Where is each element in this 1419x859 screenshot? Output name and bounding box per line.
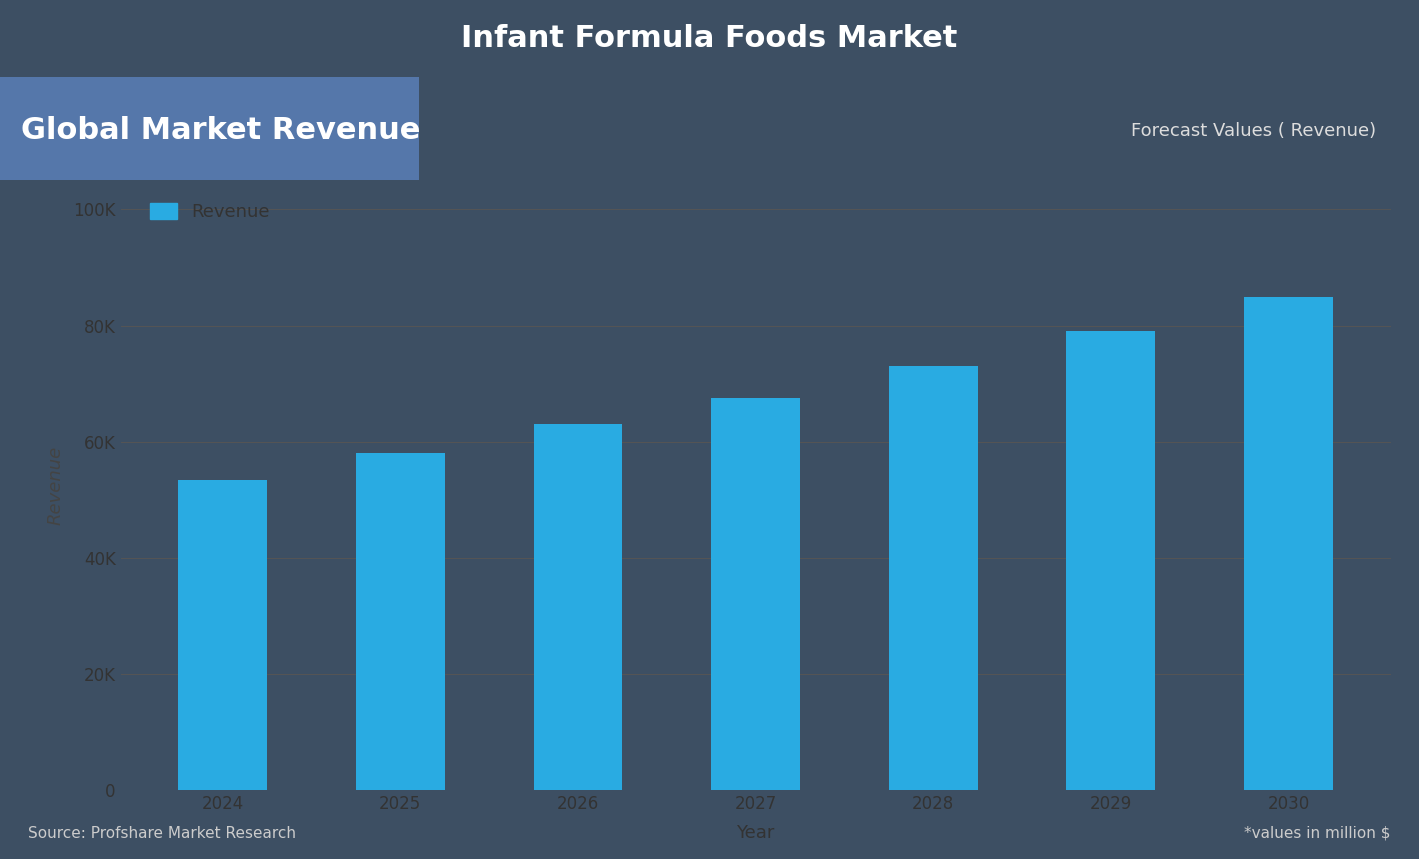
Bar — [888, 366, 978, 790]
Bar — [1067, 332, 1155, 790]
Bar — [534, 424, 623, 790]
Y-axis label: Revenue: Revenue — [47, 446, 65, 525]
Bar — [179, 479, 267, 790]
Bar — [1244, 296, 1332, 790]
Text: *values in million $: *values in million $ — [1244, 825, 1391, 840]
Bar — [0, 77, 419, 180]
Text: Infant Formula Foods Market: Infant Formula Foods Market — [461, 24, 958, 53]
Legend: Revenue: Revenue — [142, 196, 277, 228]
Bar — [711, 399, 800, 790]
X-axis label: Year: Year — [736, 825, 775, 843]
Text: Source: Profshare Market Research: Source: Profshare Market Research — [28, 825, 297, 840]
Text: Global Market Revenue: Global Market Revenue — [21, 117, 420, 145]
Bar — [356, 454, 444, 790]
Text: Forecast Values ( Revenue): Forecast Values ( Revenue) — [1131, 122, 1376, 140]
